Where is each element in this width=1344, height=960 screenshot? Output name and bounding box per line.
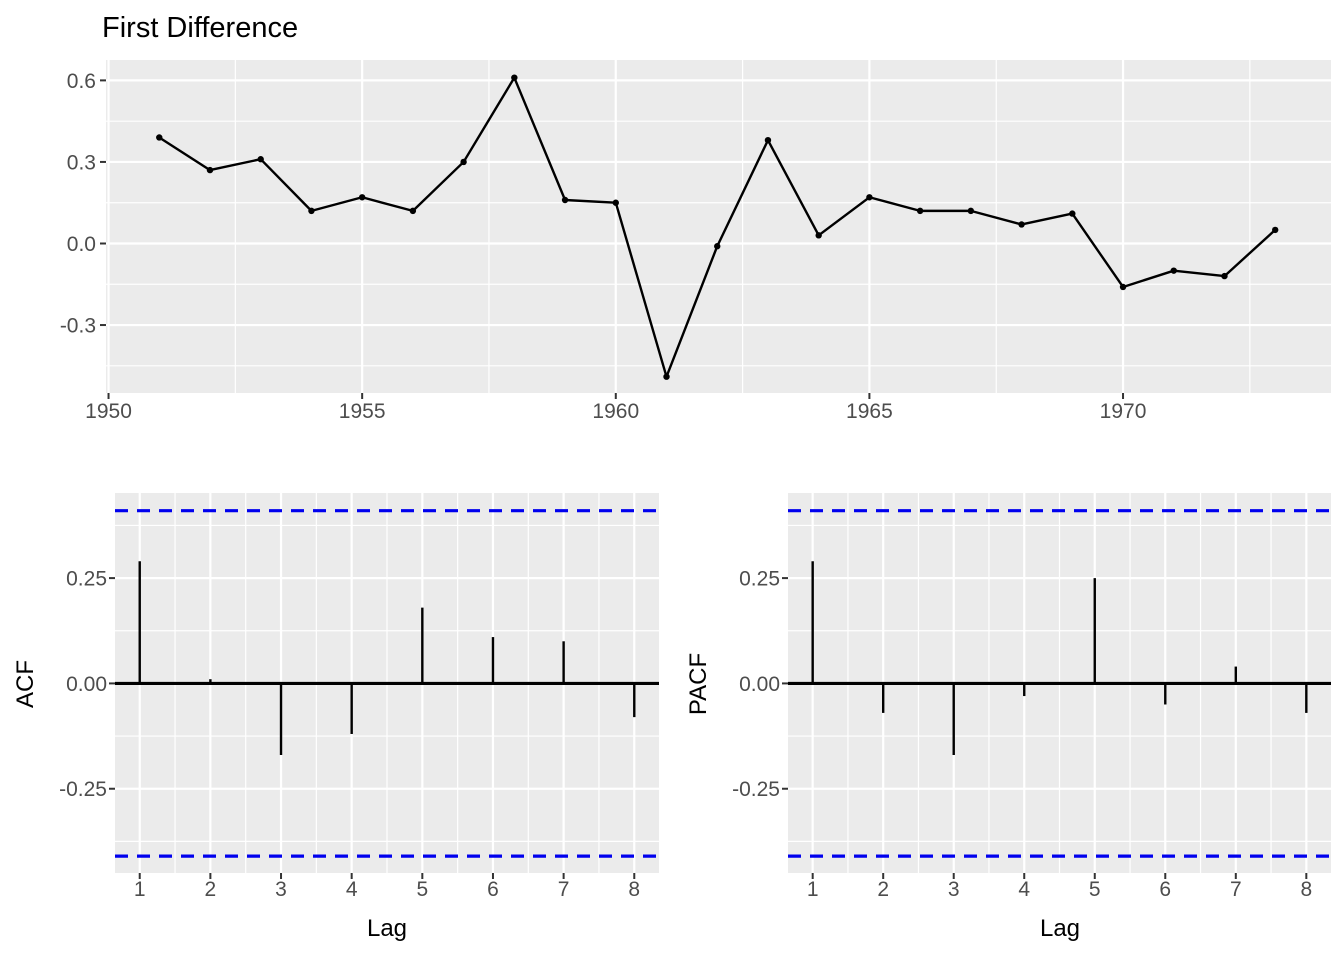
y-tick-label: 0.25	[739, 568, 780, 591]
x-tick-label: 1	[134, 878, 146, 901]
x-tick-label: 4	[346, 878, 358, 901]
y-tick-label: 0.00	[739, 673, 780, 696]
y-tick-label: 0.0	[67, 233, 96, 256]
pacf-x-axis-title: Lag	[1039, 915, 1081, 942]
first_difference-panel-bg	[106, 60, 1331, 393]
x-tick-label: 6	[1159, 878, 1171, 901]
x-tick-label: 1970	[1100, 400, 1147, 423]
first_difference-panel: 0.6 0.3 0.0 -0.3 1950 1955 1960 1965 1970	[60, 60, 1331, 423]
acf-y-axis-title: ACF	[12, 660, 39, 708]
x-tick-label: 2	[205, 878, 217, 901]
x-tick-label: 3	[948, 878, 960, 901]
x-tick-label: 4	[1018, 878, 1030, 901]
data-point	[714, 243, 721, 250]
x-tick-label: 5	[416, 878, 428, 901]
data-point	[358, 194, 366, 201]
pacf-panel: 0.25 0.00 -0.25 1 2 3 4 5 6 7 8	[732, 493, 1331, 901]
data-point	[460, 158, 467, 166]
data-point	[156, 134, 163, 141]
y-tick-label: 0.3	[67, 151, 96, 174]
data-point	[1069, 210, 1076, 217]
x-tick-label: 7	[558, 878, 570, 901]
data-point	[1018, 221, 1025, 228]
y-tick-label: -0.25	[732, 778, 780, 801]
x-tick-label: 1960	[592, 400, 639, 423]
x-tick-label: 2	[877, 878, 889, 901]
acf-x-axis-title: Lag	[366, 915, 408, 942]
x-tick-label: 5	[1089, 878, 1101, 901]
data-point	[663, 373, 670, 380]
pacf-y-axis-title: PACF	[685, 652, 712, 716]
x-tick-label: 1955	[339, 400, 386, 423]
acf-panel: 0.25 0.00 -0.25 1 2 3 4 5 6 7 8	[59, 493, 659, 901]
x-tick-label: 1	[807, 878, 819, 901]
y-tick-label: 0.6	[67, 70, 96, 93]
data-point	[1170, 267, 1177, 274]
data-point	[612, 199, 619, 206]
x-tick-label: 8	[628, 878, 640, 901]
chart-title: First Difference	[102, 12, 299, 44]
data-point	[764, 136, 772, 144]
data-point	[967, 207, 975, 215]
x-tick-label: 7	[1230, 878, 1242, 901]
data-point	[257, 156, 264, 163]
x-tick-label: 6	[487, 878, 499, 901]
x-tick-label: 3	[275, 878, 287, 901]
data-point	[1272, 226, 1279, 234]
data-point	[206, 166, 214, 174]
y-tick-label: -0.25	[59, 778, 107, 801]
data-point	[815, 232, 822, 239]
data-point	[561, 196, 569, 204]
y-tick-label: -0.3	[60, 315, 96, 338]
data-point	[308, 207, 315, 215]
data-point	[916, 207, 924, 215]
data-point	[409, 207, 417, 215]
x-tick-label: 8	[1300, 878, 1312, 901]
x-tick-label: 1950	[85, 400, 132, 423]
y-tick-label: 0.00	[66, 673, 107, 696]
data-point	[1119, 283, 1127, 291]
y-tick-label: 0.25	[66, 568, 107, 591]
data-point	[511, 74, 518, 81]
data-point	[866, 194, 873, 201]
x-tick-label: 1965	[846, 400, 893, 423]
data-point	[1221, 272, 1228, 280]
